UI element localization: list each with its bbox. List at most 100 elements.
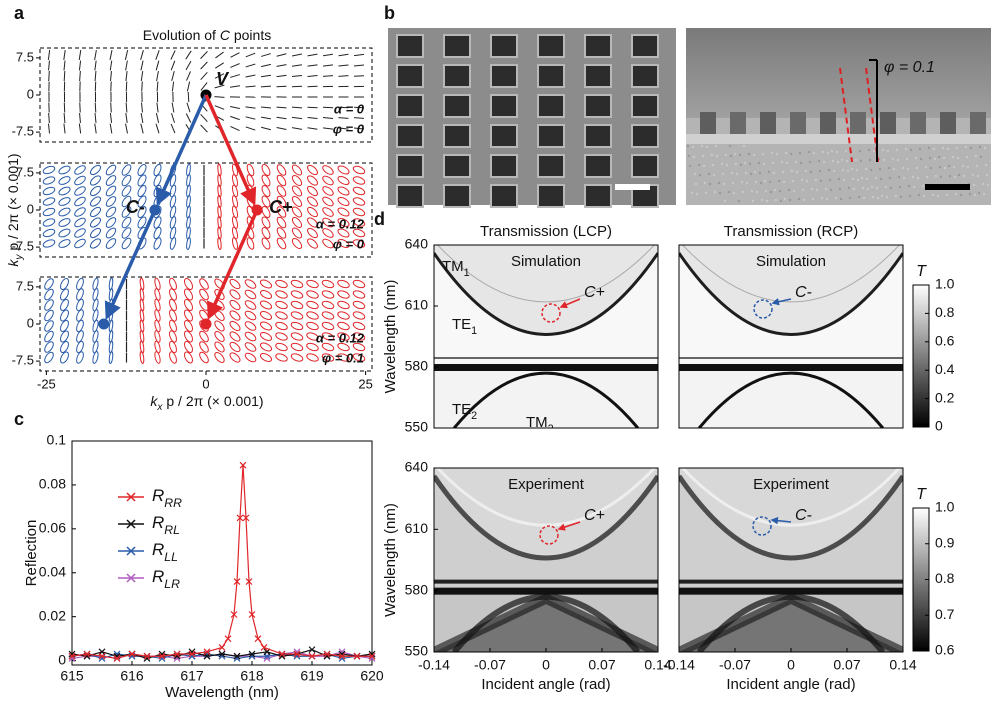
y-tick-label: 0 xyxy=(27,201,34,216)
label-main: R xyxy=(152,540,164,559)
field-ellipse xyxy=(60,319,69,333)
field-ellipse xyxy=(244,289,257,300)
field-ellipse xyxy=(169,174,177,187)
field-ellipse xyxy=(352,239,366,248)
marker xyxy=(242,514,250,522)
series-line xyxy=(71,651,373,660)
c-point-marker xyxy=(541,303,561,323)
field-ellipse xyxy=(137,174,147,187)
texture xyxy=(889,186,893,190)
texture xyxy=(981,182,985,186)
c-point-arrow xyxy=(557,521,581,531)
x-tick-label: 615 xyxy=(60,668,84,684)
c-point-arrow xyxy=(559,298,581,309)
field-ellipse xyxy=(244,310,257,321)
band xyxy=(434,364,658,371)
c-point-label: C+ xyxy=(584,284,605,301)
pillar-hole xyxy=(633,126,657,146)
field-line xyxy=(47,123,51,134)
x-tick-label: 620 xyxy=(360,668,384,684)
field-ellipse xyxy=(76,288,84,301)
field-ellipse xyxy=(244,352,257,363)
x-tick-label: -0.07 xyxy=(474,657,506,673)
field-line xyxy=(171,102,175,113)
field-line xyxy=(187,91,190,103)
texture xyxy=(725,163,729,167)
field-ellipse xyxy=(89,196,102,207)
field-ellipse xyxy=(275,353,288,362)
texture xyxy=(876,196,880,200)
field-ellipse xyxy=(337,165,350,175)
point-label: C- xyxy=(126,197,145,217)
field-ellipse xyxy=(337,239,350,248)
field-ellipse xyxy=(306,332,319,341)
marker xyxy=(188,650,196,658)
field-ellipse xyxy=(352,300,366,310)
texture xyxy=(741,190,745,194)
x-tick-label: 618 xyxy=(240,668,264,684)
texture xyxy=(825,197,829,201)
c-point-label: C+ xyxy=(584,507,605,524)
field-line xyxy=(186,71,191,81)
y-tick-label: -7.5 xyxy=(12,124,34,139)
field-ellipse xyxy=(275,311,288,320)
field-ellipse xyxy=(306,279,319,289)
field-ellipse xyxy=(105,206,117,218)
texture xyxy=(733,152,737,156)
field-line xyxy=(322,106,334,109)
field-ellipse xyxy=(121,185,132,197)
marker xyxy=(368,652,376,660)
field-ellipse xyxy=(44,351,54,364)
texture xyxy=(864,167,868,171)
texture xyxy=(744,171,748,175)
marker xyxy=(98,652,106,660)
field-ellipse xyxy=(337,207,350,217)
marker xyxy=(308,652,316,660)
field-ellipse xyxy=(92,351,99,364)
region xyxy=(434,476,658,591)
texture xyxy=(698,173,702,177)
field-line xyxy=(124,50,129,60)
field-line xyxy=(260,116,272,120)
texture xyxy=(904,147,908,151)
texture xyxy=(968,192,972,196)
texture xyxy=(972,183,976,187)
field-line xyxy=(229,85,241,88)
field-ellipse xyxy=(322,228,334,238)
texture xyxy=(754,180,758,184)
field-ellipse xyxy=(89,175,102,186)
band xyxy=(453,371,639,428)
field-ellipse xyxy=(229,310,241,321)
x-tick-label: 0.14 xyxy=(889,657,916,673)
texture xyxy=(703,181,707,185)
field-ellipse xyxy=(137,164,147,176)
field-ellipse xyxy=(121,206,132,218)
colorbar-tick-label: 1.0 xyxy=(935,499,955,515)
field-ellipse xyxy=(169,184,177,198)
arrow xyxy=(155,94,208,206)
marker xyxy=(128,650,136,658)
field-ellipse xyxy=(307,217,318,228)
texture xyxy=(714,144,718,148)
texture xyxy=(794,160,798,164)
texture xyxy=(765,199,769,203)
texture xyxy=(975,164,979,168)
field-ellipse xyxy=(137,206,147,218)
label-sub: x xyxy=(156,402,163,413)
pillar-hole xyxy=(445,36,469,56)
texture xyxy=(846,169,850,173)
texture xyxy=(742,144,746,148)
field-line xyxy=(48,60,50,71)
annotation: φ = 0.1 xyxy=(322,350,364,365)
texture xyxy=(871,195,875,199)
texture xyxy=(861,186,865,190)
field-line xyxy=(261,63,271,68)
y-tick-label: 0.02 xyxy=(39,607,66,623)
texture xyxy=(797,197,801,201)
field-ellipse xyxy=(214,341,225,353)
pillar-hole xyxy=(445,126,469,146)
texture xyxy=(818,169,822,173)
texture xyxy=(839,197,843,201)
field-ellipse xyxy=(290,353,304,362)
field-line xyxy=(245,126,256,131)
